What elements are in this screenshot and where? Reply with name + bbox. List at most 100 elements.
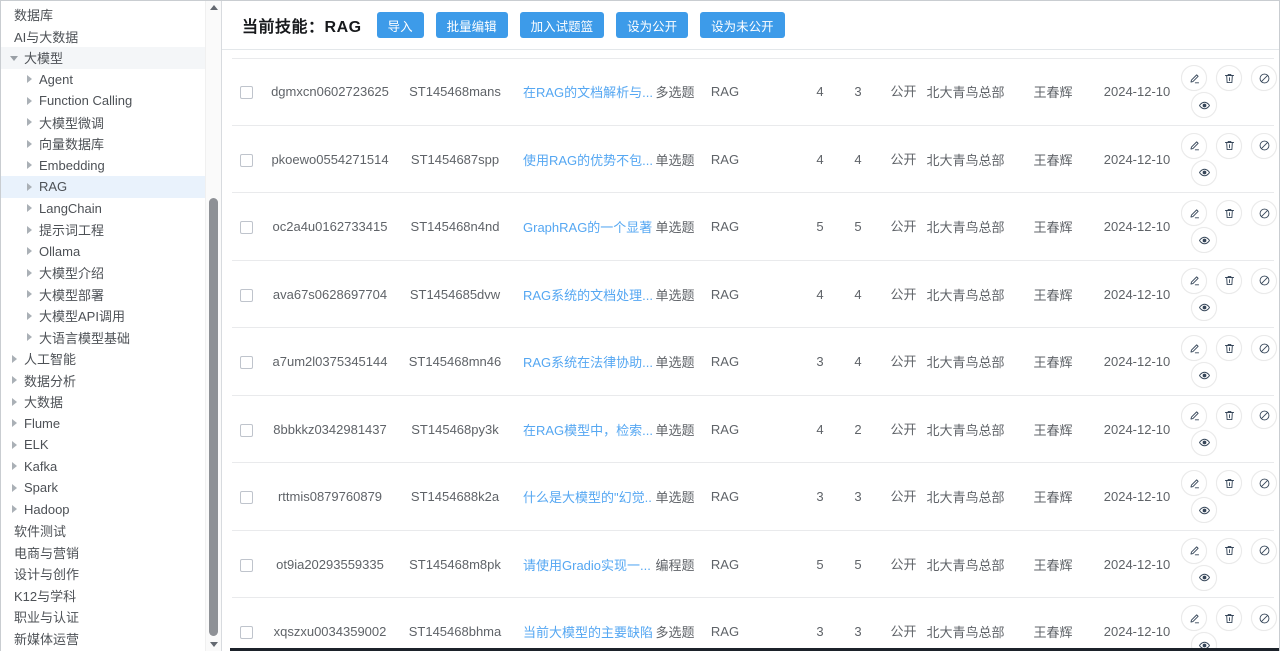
question-title-link[interactable]: 使用RAG的优势不包...	[523, 152, 652, 168]
view-button[interactable]	[1191, 362, 1217, 389]
sidebar-item-hadoop[interactable]: Hadoop	[1, 499, 205, 521]
edit-button[interactable]	[1181, 65, 1207, 92]
sidebar-item-24[interactable]: 软件测试	[1, 520, 205, 542]
caret-right-icon[interactable]	[10, 504, 20, 514]
row-checkbox[interactable]	[239, 86, 253, 100]
caret-right-icon[interactable]	[10, 440, 20, 450]
view-button[interactable]	[1191, 227, 1217, 254]
set-not-public-button[interactable]: 设为未公开	[700, 12, 785, 38]
sidebar-item-rag[interactable]: RAG	[1, 176, 205, 198]
sidebar-item-agent[interactable]: Agent	[1, 69, 205, 91]
caret-right-icon[interactable]	[10, 375, 20, 385]
view-button[interactable]	[1191, 429, 1217, 456]
ban-button[interactable]	[1251, 470, 1277, 497]
sidebar-item-function-calling[interactable]: Function Calling	[1, 90, 205, 112]
sidebar-item-spark[interactable]: Spark	[1, 477, 205, 499]
sidebar-item-elk[interactable]: ELK	[1, 434, 205, 456]
delete-button[interactable]	[1216, 267, 1242, 294]
sidebar-item-29[interactable]: 新媒体运营	[1, 628, 205, 650]
sidebar-item-25[interactable]: 电商与营销	[1, 542, 205, 564]
sidebar-item-kafka[interactable]: Kafka	[1, 456, 205, 478]
edit-button[interactable]	[1181, 267, 1207, 294]
sidebar-item-18[interactable]: 大数据	[1, 391, 205, 413]
sidebar-item-k12[interactable]: K12与学科	[1, 585, 205, 607]
view-button[interactable]	[1191, 159, 1217, 186]
caret-right-icon[interactable]	[25, 117, 35, 127]
question-title-link[interactable]: 在RAG模型中，检索...	[523, 422, 652, 438]
row-checkbox[interactable]	[239, 288, 253, 302]
sidebar-item-26[interactable]: 设计与创作	[1, 563, 205, 585]
sidebar-item-10[interactable]: 提示词工程	[1, 219, 205, 241]
question-title-link[interactable]: RAG系统在法律协助...	[523, 355, 652, 371]
delete-button[interactable]	[1216, 200, 1242, 227]
caret-down-icon[interactable]	[10, 53, 20, 63]
delete-button[interactable]	[1216, 537, 1242, 564]
row-checkbox[interactable]	[239, 423, 253, 437]
ban-button[interactable]	[1251, 267, 1277, 294]
import-button[interactable]: 导入	[376, 12, 424, 38]
row-checkbox[interactable]	[239, 558, 253, 572]
row-checkbox[interactable]	[239, 153, 253, 167]
caret-right-icon[interactable]	[10, 483, 20, 493]
edit-button[interactable]	[1181, 335, 1207, 362]
edit-button[interactable]	[1181, 132, 1207, 159]
sidebar-item-17[interactable]: 数据分析	[1, 370, 205, 392]
sidebar-item-2[interactable]: 大模型	[1, 47, 205, 69]
sidebar-item-28[interactable]: 职业与认证	[1, 606, 205, 628]
view-button[interactable]	[1191, 564, 1217, 591]
sidebar-item-6[interactable]: 向量数据库	[1, 133, 205, 155]
scrollbar-thumb[interactable]	[209, 198, 218, 636]
delete-button[interactable]	[1216, 402, 1242, 429]
sidebar-item-api[interactable]: 大模型API调用	[1, 305, 205, 327]
caret-right-icon[interactable]	[10, 354, 20, 364]
sidebar-item-13[interactable]: 大模型部署	[1, 284, 205, 306]
sidebar-item-ollama[interactable]: Ollama	[1, 241, 205, 263]
set-public-button[interactable]: 设为公开	[616, 12, 689, 38]
sidebar-item-12[interactable]: 大模型介绍	[1, 262, 205, 284]
sidebar-item-flume[interactable]: Flume	[1, 413, 205, 435]
question-title-link[interactable]: 在RAG的文档解析与...	[523, 85, 652, 101]
question-title-link[interactable]: RAG系统的文档处理...	[523, 287, 652, 303]
scroll-up-icon[interactable]	[209, 5, 218, 10]
caret-right-icon[interactable]	[25, 268, 35, 278]
caret-right-icon[interactable]	[25, 225, 35, 235]
row-checkbox[interactable]	[239, 356, 253, 370]
caret-right-icon[interactable]	[25, 160, 35, 170]
caret-right-icon[interactable]	[25, 311, 35, 321]
sidebar-item-0[interactable]: 数据库	[1, 4, 205, 26]
caret-right-icon[interactable]	[25, 139, 35, 149]
row-checkbox[interactable]	[239, 491, 253, 505]
caret-right-icon[interactable]	[25, 332, 35, 342]
sidebar-item-langchain[interactable]: LangChain	[1, 198, 205, 220]
ban-button[interactable]	[1251, 65, 1277, 92]
batch-edit-button[interactable]: 批量编辑	[435, 12, 508, 38]
sidebar-item-ai[interactable]: AI与大数据	[1, 26, 205, 48]
ban-button[interactable]	[1251, 537, 1277, 564]
question-title-link[interactable]: 当前大模型的主要缺陷...	[523, 625, 652, 641]
caret-right-icon[interactable]	[25, 74, 35, 84]
view-button[interactable]	[1191, 497, 1217, 524]
caret-right-icon[interactable]	[25, 96, 35, 106]
caret-right-icon[interactable]	[25, 246, 35, 256]
sidebar-scrollbar[interactable]	[205, 1, 221, 651]
caret-right-icon[interactable]	[10, 418, 20, 428]
ban-button[interactable]	[1251, 132, 1277, 159]
edit-button[interactable]	[1181, 402, 1207, 429]
edit-button[interactable]	[1181, 605, 1207, 632]
sidebar-item-embedding[interactable]: Embedding	[1, 155, 205, 177]
question-title-link[interactable]: 请使用Gradio实现一...	[523, 557, 651, 573]
question-title-link[interactable]: 什么是大模型的"幻觉...	[523, 490, 652, 506]
sidebar-item-15[interactable]: 大语言模型基础	[1, 327, 205, 349]
row-checkbox[interactable]	[239, 221, 253, 235]
caret-right-icon[interactable]	[10, 397, 20, 407]
delete-button[interactable]	[1216, 132, 1242, 159]
row-checkbox[interactable]	[239, 626, 253, 640]
edit-button[interactable]	[1181, 537, 1207, 564]
delete-button[interactable]	[1216, 470, 1242, 497]
ban-button[interactable]	[1251, 335, 1277, 362]
question-title-link[interactable]: GraphRAG的一个显著...	[523, 220, 652, 236]
caret-right-icon[interactable]	[25, 182, 35, 192]
edit-button[interactable]	[1181, 470, 1207, 497]
delete-button[interactable]	[1216, 65, 1242, 92]
delete-button[interactable]	[1216, 605, 1242, 632]
